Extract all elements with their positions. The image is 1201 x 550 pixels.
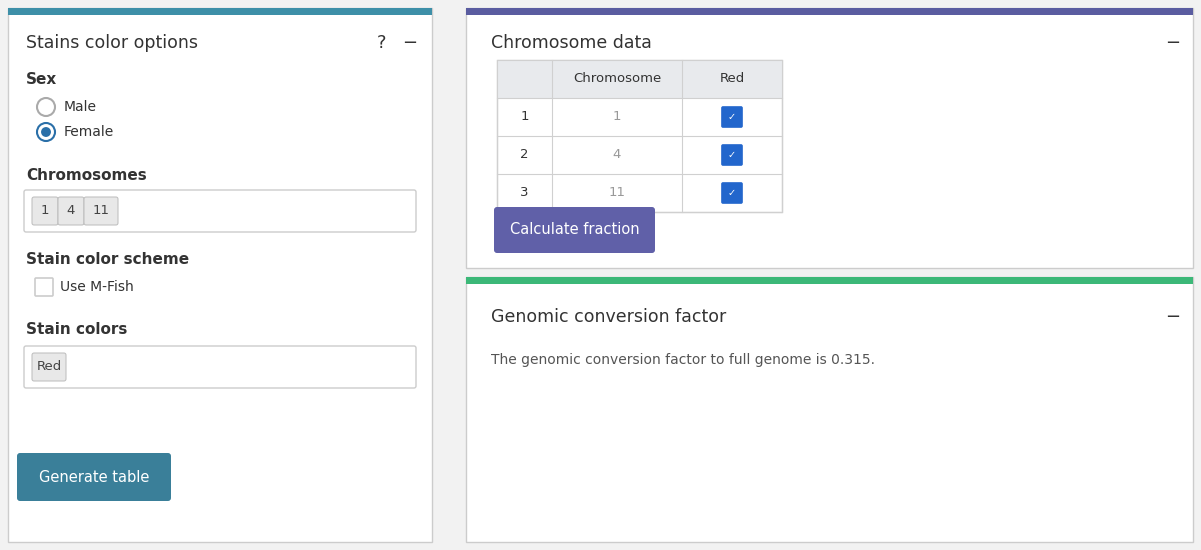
Text: 4: 4 (67, 205, 76, 217)
FancyBboxPatch shape (35, 278, 53, 296)
Text: 11: 11 (92, 205, 109, 217)
FancyBboxPatch shape (722, 183, 742, 203)
FancyBboxPatch shape (32, 197, 58, 225)
Text: ?: ? (377, 34, 387, 52)
Bar (466, 8, 1193, 15)
Text: Generate table: Generate table (38, 470, 149, 485)
Text: Use M-Fish: Use M-Fish (60, 280, 133, 294)
Text: −: − (1165, 308, 1181, 326)
Text: Chromosome data: Chromosome data (491, 34, 652, 52)
Text: Calculate fraction: Calculate fraction (509, 223, 639, 238)
Text: Red: Red (36, 360, 61, 373)
FancyBboxPatch shape (17, 453, 171, 501)
Bar (8, 8, 432, 15)
Ellipse shape (41, 127, 50, 137)
Text: Chromosomes: Chromosomes (26, 168, 147, 183)
Text: Male: Male (64, 100, 97, 114)
Text: Genomic conversion factor: Genomic conversion factor (491, 308, 727, 326)
Text: 4: 4 (613, 148, 621, 162)
FancyBboxPatch shape (722, 107, 742, 127)
Text: −: − (402, 34, 418, 52)
Text: Chromosome: Chromosome (573, 73, 661, 85)
FancyBboxPatch shape (466, 277, 1193, 542)
FancyBboxPatch shape (494, 207, 655, 253)
Text: Stain colors: Stain colors (26, 322, 127, 338)
Ellipse shape (37, 98, 55, 116)
Text: Sex: Sex (26, 73, 58, 87)
Text: 2: 2 (520, 148, 528, 162)
Bar (497, 60, 782, 212)
FancyBboxPatch shape (466, 8, 1193, 268)
Text: The genomic conversion factor to full genome is 0.315.: The genomic conversion factor to full ge… (491, 353, 876, 367)
Text: Female: Female (64, 125, 114, 139)
FancyBboxPatch shape (32, 353, 66, 381)
Text: 11: 11 (609, 186, 626, 200)
Text: ✓: ✓ (728, 112, 736, 122)
Text: Stains color options: Stains color options (26, 34, 198, 52)
Bar (466, 277, 1193, 284)
Text: 1: 1 (41, 205, 49, 217)
FancyBboxPatch shape (8, 8, 432, 542)
Text: Stain color scheme: Stain color scheme (26, 252, 189, 267)
Text: 1: 1 (520, 111, 528, 124)
FancyBboxPatch shape (24, 346, 416, 388)
FancyBboxPatch shape (24, 190, 416, 232)
FancyBboxPatch shape (58, 197, 84, 225)
Text: 1: 1 (613, 111, 621, 124)
Text: ✓: ✓ (728, 188, 736, 198)
Bar (497, 60, 782, 98)
Ellipse shape (37, 123, 55, 141)
Text: −: − (1165, 34, 1181, 52)
FancyBboxPatch shape (84, 197, 118, 225)
FancyBboxPatch shape (722, 145, 742, 165)
Text: 3: 3 (520, 186, 528, 200)
Text: ✓: ✓ (728, 150, 736, 160)
Text: Red: Red (719, 73, 745, 85)
